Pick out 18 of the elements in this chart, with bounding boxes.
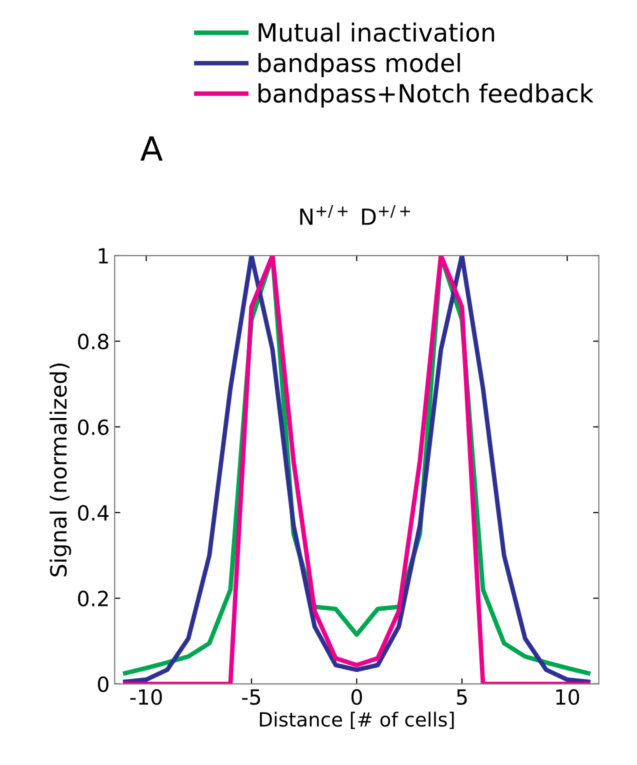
y-tick-label: 0.8 <box>78 334 108 350</box>
legend-label: bandpass+Notch feedback <box>258 83 594 108</box>
x-axis-title: Distance [# of cells] <box>260 712 454 730</box>
x-tick-label: 5 <box>456 689 467 705</box>
y-tick-label: 0.4 <box>78 505 109 521</box>
y-tick-label: 0.2 <box>78 590 108 606</box>
text: A <box>140 136 163 161</box>
chart-title: N$^{+/+}$ D$^{+/+}$ <box>300 204 410 225</box>
y-tick-label: 0 <box>98 676 108 692</box>
x-tick-label: -10 <box>130 689 162 705</box>
x-tick-label: -5 <box>242 689 260 705</box>
x-tick-label: 0 <box>351 689 362 705</box>
legend-label: Mutual inactivation <box>258 22 494 42</box>
legend-label: bandpass model <box>258 52 460 78</box>
y-axis-title: Signal (normalized) <box>50 364 72 576</box>
y-tick-label: 1 <box>98 248 108 264</box>
y-tick-label: 0.6 <box>78 419 108 436</box>
x-tick-label: 10 <box>556 689 580 705</box>
